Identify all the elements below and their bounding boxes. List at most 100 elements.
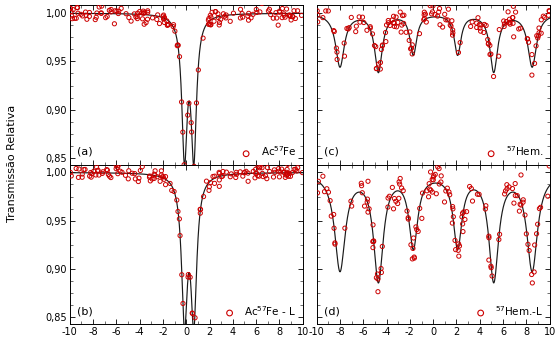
Point — [288, 14, 297, 20]
Point — [231, 174, 240, 180]
Point — [360, 203, 369, 209]
Point — [429, 173, 438, 179]
Point — [440, 199, 449, 205]
Point — [283, 171, 292, 177]
Point — [503, 186, 512, 192]
Point — [93, 10, 102, 16]
Point — [133, 13, 142, 19]
Point — [163, 21, 172, 27]
Point — [485, 42, 494, 48]
Point — [429, 3, 437, 9]
Point — [436, 179, 445, 185]
Point — [396, 9, 405, 15]
Point — [333, 49, 341, 55]
Point — [458, 214, 466, 220]
Point — [528, 280, 537, 286]
Point — [427, 11, 436, 17]
Point — [112, 162, 121, 168]
Point — [78, 13, 87, 19]
Point — [399, 21, 408, 26]
Point — [505, 16, 514, 22]
Point — [535, 30, 543, 35]
Point — [256, 9, 264, 15]
Point — [130, 171, 139, 177]
Point — [495, 231, 504, 237]
Point — [226, 174, 235, 180]
Point — [544, 12, 553, 18]
Point — [475, 25, 484, 31]
Point — [285, 13, 294, 18]
Point — [333, 56, 341, 62]
Point — [432, 191, 441, 197]
Point — [73, 5, 81, 10]
Point — [395, 195, 403, 201]
Point — [297, 13, 306, 18]
Point — [277, 166, 286, 172]
Point — [481, 206, 490, 212]
Point — [515, 208, 524, 214]
Point — [208, 9, 217, 15]
Point — [242, 168, 251, 174]
Point — [444, 6, 453, 12]
Point — [137, 10, 146, 16]
Point — [186, 274, 195, 280]
Point — [485, 51, 494, 57]
Point — [517, 172, 526, 178]
Point — [484, 235, 493, 241]
Point — [280, 12, 288, 18]
Point — [357, 180, 365, 186]
Point — [238, 173, 247, 179]
Point — [393, 20, 402, 25]
Point — [85, 9, 94, 15]
Point — [76, 12, 85, 17]
Point — [81, 12, 90, 18]
Point — [192, 100, 201, 106]
Point — [514, 26, 523, 32]
Point — [377, 266, 386, 272]
Point — [347, 203, 356, 209]
Point — [545, 163, 554, 169]
Point — [152, 17, 161, 22]
Point — [545, 8, 554, 14]
Point — [163, 22, 172, 28]
Point — [86, 174, 95, 180]
Point — [477, 22, 485, 28]
Point — [238, 14, 247, 20]
Point — [391, 198, 400, 204]
Point — [382, 39, 391, 45]
Point — [479, 30, 488, 35]
Point — [450, 237, 459, 243]
Point — [124, 15, 133, 21]
Point — [530, 242, 539, 248]
Point — [314, 178, 323, 184]
Point — [425, 181, 434, 186]
Point — [97, 3, 106, 9]
Point — [399, 188, 408, 194]
Point — [176, 233, 185, 239]
Point — [222, 12, 230, 18]
Point — [253, 164, 262, 169]
Point — [205, 21, 214, 27]
Point — [226, 18, 235, 24]
Point — [525, 248, 533, 253]
Point — [258, 171, 267, 176]
Point — [532, 231, 541, 237]
Point — [122, 11, 131, 17]
Point — [329, 211, 338, 217]
Point — [390, 195, 399, 201]
Point — [229, 10, 238, 16]
Point — [156, 178, 165, 184]
Point — [383, 204, 392, 210]
Point — [381, 30, 390, 35]
Point — [536, 205, 545, 210]
Point — [70, 16, 79, 21]
Point — [411, 224, 420, 230]
Point — [340, 53, 349, 59]
Point — [373, 289, 382, 295]
Point — [365, 206, 374, 212]
Point — [462, 209, 471, 215]
Point — [456, 40, 465, 46]
Point — [83, 16, 92, 22]
Point — [138, 164, 147, 170]
Point — [417, 215, 426, 221]
